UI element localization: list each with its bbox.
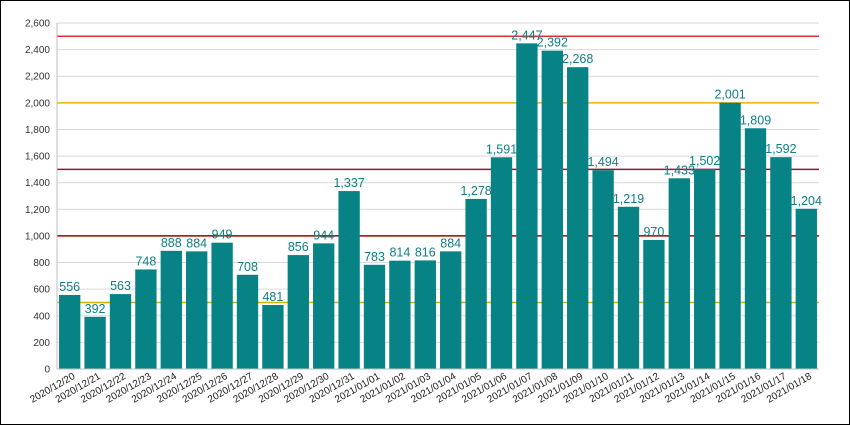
- bar: [668, 178, 690, 369]
- data-label: 2,447: [511, 28, 542, 42]
- data-label: 816: [415, 245, 436, 259]
- bar: [287, 255, 309, 369]
- y-axis: 0 200 400 600 800 1,000 1,200 1,400 1,600 1,800 2,…: [25, 19, 58, 376]
- y-tick-label: 0: [44, 365, 50, 376]
- bar: [84, 316, 106, 369]
- data-label: 1,809: [740, 113, 771, 127]
- y-tick-label: 1,400: [25, 178, 50, 189]
- data-label: 884: [440, 236, 461, 250]
- bar: [160, 250, 182, 369]
- data-label: 970: [643, 225, 664, 239]
- bar: [109, 294, 132, 369]
- data-label: 884: [186, 236, 207, 250]
- bar: [744, 128, 767, 369]
- data-label: 2,001: [714, 88, 745, 102]
- data-label: 1,219: [613, 192, 644, 206]
- bar: [338, 191, 360, 369]
- data-label: 1,337: [333, 176, 364, 190]
- data-label: 888: [161, 236, 182, 250]
- data-label: 1,591: [486, 142, 517, 156]
- bar: [719, 102, 741, 369]
- y-tick-label: 2,000: [25, 98, 50, 109]
- y-tick-label: 1,800: [25, 125, 50, 136]
- reference-lines: [57, 35, 819, 304]
- data-label: 1,278: [460, 184, 491, 198]
- bar: [770, 157, 792, 369]
- data-label: 2,268: [562, 52, 593, 66]
- y-tick-label: 400: [33, 311, 50, 322]
- data-label: 748: [135, 254, 156, 268]
- data-label: 556: [59, 280, 80, 294]
- bar: [262, 304, 284, 369]
- data-label: 563: [110, 279, 131, 293]
- bar: [516, 43, 538, 369]
- data-label: 1,494: [587, 155, 618, 169]
- y-tick-label: 600: [33, 285, 50, 296]
- bar: [186, 251, 208, 369]
- bar: [414, 260, 436, 369]
- data-label: 481: [262, 290, 283, 304]
- bar: [617, 206, 640, 369]
- data-label: 783: [364, 250, 385, 264]
- y-tick-label: 1,600: [25, 152, 50, 163]
- bar: [643, 239, 665, 369]
- y-tick-label: 800: [33, 258, 50, 269]
- y-tick-label: 200: [33, 338, 50, 349]
- y-tick-label: 2,200: [25, 72, 50, 83]
- y-tick-label: 2,600: [25, 19, 50, 30]
- bar: [567, 67, 589, 369]
- bar: [440, 251, 462, 369]
- data-label: 814: [389, 246, 410, 260]
- data-label: 2,392: [537, 36, 568, 50]
- data-label: 1,592: [765, 142, 796, 156]
- bars: [59, 43, 817, 370]
- data-label: 392: [85, 302, 106, 316]
- y-tick-label: 1,000: [25, 231, 50, 242]
- data-label: 1,204: [791, 194, 822, 208]
- bar: [135, 269, 157, 369]
- x-axis: 2020/12/202020/12/212020/12/222020/12/23…: [28, 368, 819, 406]
- data-label: 949: [212, 228, 233, 242]
- bar: [211, 242, 233, 369]
- bar: [592, 170, 614, 369]
- y-tick-label: 2,400: [25, 45, 50, 56]
- bar: [795, 208, 817, 369]
- data-label: 1,502: [689, 154, 720, 168]
- bar: [59, 295, 81, 369]
- data-labels: 556 392 563 748 888 884 949 708 481 856 944 1,337 78…: [59, 28, 822, 315]
- bar: [490, 157, 513, 369]
- data-label: 1,433: [664, 163, 695, 177]
- bar: [313, 243, 335, 369]
- data-label: 944: [313, 228, 334, 242]
- bar: [363, 264, 386, 369]
- bar: [541, 50, 563, 370]
- bar: [236, 274, 259, 369]
- bar: [465, 198, 487, 369]
- data-label: 856: [288, 240, 309, 254]
- data-label: 708: [237, 260, 258, 274]
- y-tick-label: 1,200: [25, 205, 50, 216]
- bar: [389, 260, 411, 369]
- bar: [694, 169, 716, 369]
